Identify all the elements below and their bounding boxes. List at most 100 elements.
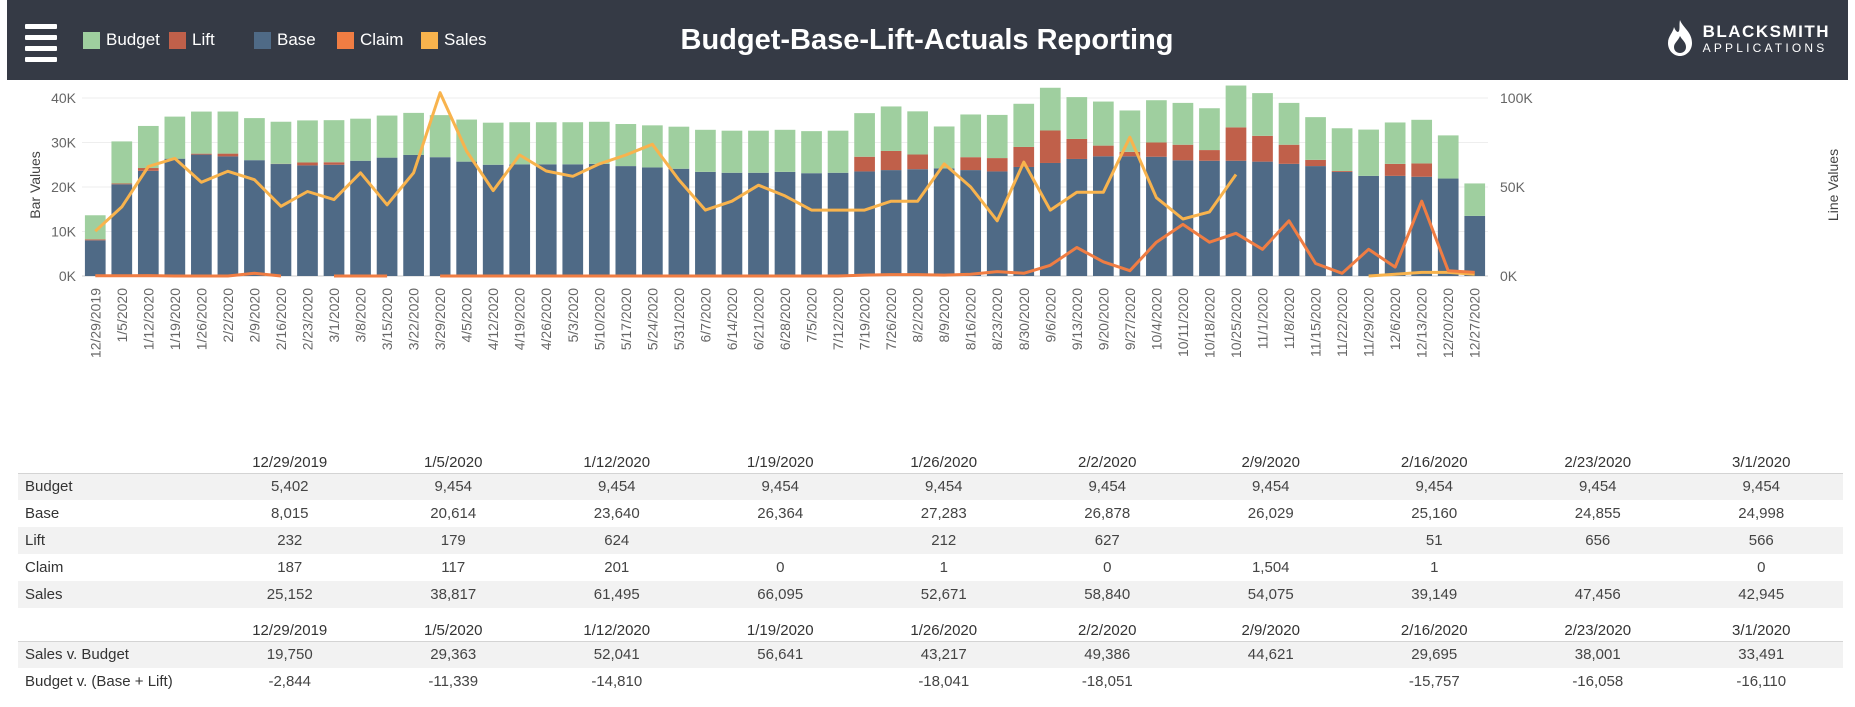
column-header[interactable]: 12/29/2019 xyxy=(208,614,372,642)
column-header[interactable]: 1/19/2020 xyxy=(698,446,862,474)
column-header[interactable]: 2/9/2020 xyxy=(1189,614,1353,642)
table-cell[interactable]: 187 xyxy=(277,559,303,576)
table-cell[interactable]: 8,015 xyxy=(270,505,309,522)
column-header[interactable]: 1/19/2020 xyxy=(698,614,862,642)
table-cell[interactable]: 52,041 xyxy=(535,641,699,668)
table-cell[interactable]: -18,051 xyxy=(1081,673,1133,690)
legend-item-claim[interactable]: Claim xyxy=(337,30,403,50)
table-cell[interactable] xyxy=(699,668,863,695)
table-cell[interactable]: 1 xyxy=(1430,559,1439,576)
column-header[interactable]: 1/12/2020 xyxy=(535,614,699,642)
table-cell[interactable]: 9,454 xyxy=(1516,473,1680,500)
table-cell[interactable]: 51 xyxy=(1352,527,1516,554)
table-cell[interactable]: 0 xyxy=(1757,559,1766,576)
menu-icon[interactable] xyxy=(25,24,57,62)
table-cell[interactable]: 44,621 xyxy=(1189,641,1353,668)
column-header[interactable]: 1/12/2020 xyxy=(535,446,699,474)
table-cell[interactable]: 624 xyxy=(535,527,699,554)
table-cell[interactable]: 0 xyxy=(1103,559,1112,576)
table-cell[interactable]: 0 xyxy=(776,559,785,576)
table-cell[interactable]: 43,217 xyxy=(862,641,1026,668)
table-cell[interactable]: 9,454 xyxy=(698,473,862,500)
table-cell[interactable]: 29,695 xyxy=(1352,641,1516,668)
table-cell[interactable]: 56,641 xyxy=(698,641,862,668)
table-cell[interactable]: 1 xyxy=(939,559,948,576)
column-header[interactable]: 1/5/2020 xyxy=(371,446,535,474)
column-header[interactable]: 1/26/2020 xyxy=(862,614,1026,642)
table-cell[interactable]: 627 xyxy=(1025,527,1189,554)
bar-lift xyxy=(1039,130,1061,163)
table-cell[interactable]: 39,149 xyxy=(1352,581,1516,608)
table-cell[interactable]: 9,454 xyxy=(1025,473,1189,500)
table-cell[interactable]: 5,402 xyxy=(208,473,372,500)
table-cell[interactable]: 20,614 xyxy=(430,505,477,522)
table-cell[interactable]: 9,454 xyxy=(1352,473,1516,500)
table-cell[interactable]: -16,058 xyxy=(1572,673,1624,690)
table-cell[interactable]: 232 xyxy=(208,527,372,554)
table-cell[interactable]: 201 xyxy=(604,559,630,576)
table-cell[interactable]: 66,095 xyxy=(698,581,862,608)
table-cell[interactable]: 25,160 xyxy=(1411,505,1458,522)
table-cell[interactable]: 24,855 xyxy=(1574,505,1621,522)
column-header[interactable]: 2/23/2020 xyxy=(1516,446,1680,474)
column-header[interactable]: 3/1/2020 xyxy=(1679,614,1843,642)
bar-lift xyxy=(137,168,159,171)
column-header[interactable]: 3/1/2020 xyxy=(1679,446,1843,474)
column-header[interactable]: 2/16/2020 xyxy=(1352,446,1516,474)
table-cell[interactable]: 33,491 xyxy=(1679,641,1843,668)
table-cell[interactable]: 25,152 xyxy=(208,581,372,608)
table-cell[interactable]: 179 xyxy=(371,527,535,554)
table-cell[interactable]: -18,041 xyxy=(918,673,970,690)
table-cell[interactable]: 1,504 xyxy=(1251,559,1290,576)
blacksmith-logo[interactable]: BLACKSMITH APPLICATIONS xyxy=(1663,18,1830,58)
table-cell[interactable]: 656 xyxy=(1516,527,1680,554)
table-cell[interactable]: 9,454 xyxy=(535,473,699,500)
table-cell[interactable]: 9,454 xyxy=(1679,473,1843,500)
table-cell[interactable]: 9,454 xyxy=(371,473,535,500)
table-cell[interactable]: 27,283 xyxy=(920,505,967,522)
table-cell[interactable]: 54,075 xyxy=(1189,581,1353,608)
column-header[interactable]: 2/16/2020 xyxy=(1352,614,1516,642)
table-cell[interactable]: 19,750 xyxy=(208,641,372,668)
legend-item-lift[interactable]: Lift xyxy=(169,30,215,50)
table-cell[interactable] xyxy=(698,527,862,554)
table-cell[interactable]: 9,454 xyxy=(862,473,1026,500)
table-cell[interactable]: 38,817 xyxy=(371,581,535,608)
column-header[interactable]: 12/29/2019 xyxy=(208,446,372,474)
legend-item-budget[interactable]: Budget xyxy=(83,30,160,50)
table-cell[interactable]: -11,339 xyxy=(428,673,479,690)
table-cell[interactable]: -15,757 xyxy=(1408,673,1460,690)
column-header[interactable]: 1/5/2020 xyxy=(371,614,535,642)
legend-item-base[interactable]: Base xyxy=(254,30,316,50)
table-cell[interactable]: 47,456 xyxy=(1516,581,1680,608)
table-cell[interactable]: -2,844 xyxy=(268,673,312,690)
table-cell[interactable]: 38,001 xyxy=(1516,641,1680,668)
table-cell[interactable]: 9,454 xyxy=(1189,473,1353,500)
table-cell[interactable]: -14,810 xyxy=(591,673,643,690)
table-cell[interactable]: 24,998 xyxy=(1738,505,1785,522)
table-cell[interactable]: 117 xyxy=(441,559,466,576)
table-cell[interactable] xyxy=(1516,554,1680,581)
table-cell[interactable]: -16,110 xyxy=(1736,673,1787,690)
column-header[interactable]: 2/2/2020 xyxy=(1025,614,1189,642)
table-cell[interactable]: 23,640 xyxy=(593,505,640,522)
table-cell[interactable]: 26,364 xyxy=(757,505,804,522)
table-cell[interactable]: 212 xyxy=(862,527,1026,554)
table-cell[interactable]: 42,945 xyxy=(1679,581,1843,608)
column-header[interactable]: 2/23/2020 xyxy=(1516,614,1680,642)
table-cell[interactable]: 52,671 xyxy=(862,581,1026,608)
table-cell[interactable]: 49,386 xyxy=(1025,641,1189,668)
column-header[interactable]: 2/2/2020 xyxy=(1025,446,1189,474)
table-cell[interactable]: 61,495 xyxy=(535,581,699,608)
table-cell[interactable]: 58,840 xyxy=(1025,581,1189,608)
table-cell[interactable]: 566 xyxy=(1679,527,1843,554)
column-header[interactable]: 2/9/2020 xyxy=(1189,446,1353,474)
table-cell[interactable] xyxy=(1189,668,1353,695)
table-cell[interactable]: 26,878 xyxy=(1084,505,1131,522)
bar-base xyxy=(1305,166,1326,276)
table-cell[interactable]: 29,363 xyxy=(371,641,535,668)
legend-item-sales[interactable]: Sales xyxy=(421,30,487,50)
table-cell[interactable]: 26,029 xyxy=(1247,505,1294,522)
column-header[interactable]: 1/26/2020 xyxy=(862,446,1026,474)
table-cell[interactable] xyxy=(1189,527,1353,554)
